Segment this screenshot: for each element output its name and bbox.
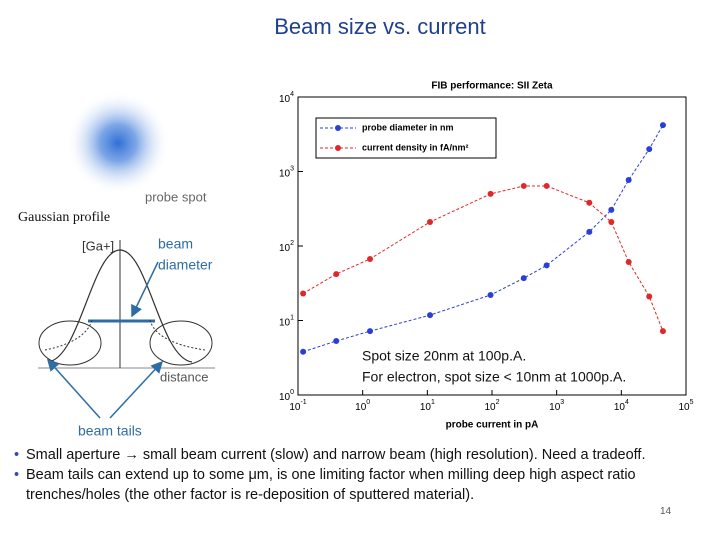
data-point	[586, 199, 593, 206]
data-point	[608, 218, 615, 225]
data-point	[333, 271, 340, 278]
data-point	[300, 290, 307, 297]
tick-label-base: 10	[279, 243, 291, 254]
tick-label-base: 10	[355, 402, 367, 413]
tick-label-base: 10	[279, 392, 291, 403]
tick-label-exp: 0	[366, 399, 370, 406]
tick-label: 102	[484, 399, 499, 413]
tick-label: 10-1	[289, 399, 306, 413]
tick-label: 100	[279, 389, 294, 403]
tick-label-exp: 2	[496, 399, 500, 406]
diagram-label: [Ga+]	[82, 238, 114, 253]
data-point	[646, 146, 653, 153]
annotation: For electron, spot size < 10nm at 1000p.…	[362, 369, 626, 385]
tick-label: 105	[678, 399, 693, 413]
diagram-label: diameter	[158, 257, 213, 273]
tick-label: 100	[355, 399, 370, 413]
tick-label-base: 10	[420, 402, 432, 413]
tick-label-exp: 3	[290, 165, 294, 172]
tick-label: 104	[279, 91, 294, 105]
diagram-label: Gaussian profile	[18, 210, 110, 225]
data-point	[646, 293, 653, 300]
tail-curve	[149, 319, 206, 351]
data-point	[427, 312, 434, 319]
data-point	[659, 328, 666, 335]
tick-label: 101	[279, 314, 294, 328]
probe-spot	[66, 91, 170, 195]
tick-label-base: 10	[484, 402, 496, 413]
diagram-label: beam tails	[78, 423, 142, 439]
arrow	[109, 360, 164, 419]
tick-label-base: 10	[279, 168, 291, 179]
data-point	[625, 176, 632, 183]
tick-label-base: 10	[279, 317, 291, 328]
bullet-list: • Small aperture → small beam current (sl…	[10, 445, 700, 505]
slide-title: Beam size vs. current	[274, 14, 486, 39]
tick-label: 104	[614, 399, 629, 413]
gaussian-curve	[47, 249, 193, 363]
tick-label-exp: 3	[560, 399, 564, 406]
tick-label-base: 10	[678, 402, 690, 413]
arrow	[46, 358, 101, 419]
data-point	[487, 291, 494, 298]
tick-label: 101	[420, 399, 435, 413]
tick-label-base: 10	[614, 402, 626, 413]
x-axis-label: probe current in pA	[446, 420, 539, 431]
legend-marker	[335, 145, 341, 151]
data-point	[367, 255, 374, 262]
tail-ellipse	[149, 320, 213, 366]
data-point	[586, 228, 593, 235]
tick-label-base: 10	[289, 402, 301, 413]
legend-label: probe diameter in nm	[362, 122, 454, 132]
chart-title: FIB performance: SII Zeta	[431, 81, 553, 92]
data-point	[520, 182, 527, 189]
tick-label-base: 10	[279, 94, 291, 105]
legend-label: current density in fA/nm²	[362, 142, 469, 152]
bullet: • Small aperture → small beam current (sl…	[14, 447, 646, 463]
bullet-text: Beam tails can extend up to some μm, is …	[26, 467, 636, 503]
data-point	[333, 338, 340, 345]
tick-label-exp: 1	[431, 399, 435, 406]
data-point	[608, 206, 615, 213]
legend-box	[315, 117, 497, 159]
tick-label: 102	[279, 240, 294, 254]
data-point	[300, 348, 307, 355]
series-line	[302, 124, 664, 353]
series-line	[302, 185, 664, 332]
tail-curve	[44, 319, 93, 351]
tick-label-exp: 1	[290, 314, 294, 321]
diagram-label: probe spot	[145, 189, 207, 204]
arrow	[131, 261, 159, 318]
tick-label-exp: 0	[290, 389, 294, 396]
data-point	[427, 218, 434, 225]
tick-label: 103	[549, 399, 564, 413]
tick-label-exp: 2	[290, 240, 294, 247]
data-point	[520, 275, 527, 282]
diagram-label: beam	[158, 236, 193, 252]
data-point	[487, 190, 494, 197]
tick-label: 103	[279, 165, 294, 179]
tick-label-exp: 4	[625, 399, 629, 406]
tick-label-exp: -1	[300, 399, 306, 406]
data-point	[367, 328, 374, 335]
data-point	[543, 262, 550, 269]
data-point	[543, 182, 550, 189]
data-point	[659, 122, 666, 129]
tail-ellipse	[38, 320, 102, 366]
bullet-text: Small aperture → small beam current (slo…	[26, 447, 646, 463]
tick-label-exp: 4	[290, 91, 294, 98]
data-point	[625, 258, 632, 265]
tick-label-exp: 5	[690, 399, 694, 406]
legend-marker	[335, 125, 341, 131]
page-number: 14	[660, 506, 672, 517]
plot: 10-1 100 101 102 103 104 105100101102103104pro…	[279, 91, 694, 413]
diagram-label: distance	[160, 369, 208, 384]
tick-label-base: 10	[549, 402, 561, 413]
bullet: • Beam tails can extend up to some μm, is…	[14, 467, 636, 503]
annotation: Spot size 20nm at 100p.A.	[362, 348, 526, 364]
